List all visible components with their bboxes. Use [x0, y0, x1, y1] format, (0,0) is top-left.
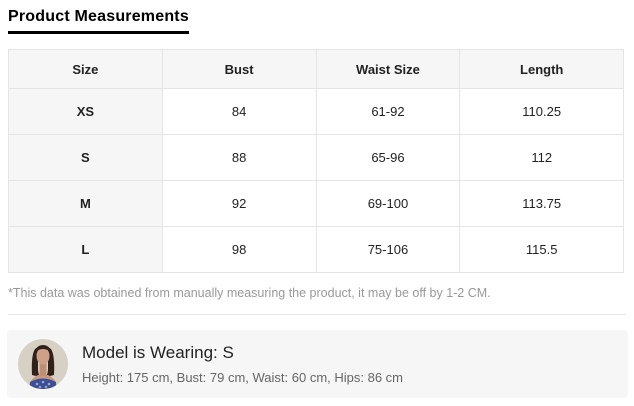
length-value: 113.75 — [459, 180, 624, 227]
waist-value: 65-96 — [315, 134, 461, 181]
waist-value: 75-106 — [315, 226, 461, 273]
model-avatar — [18, 339, 68, 389]
bust-value: 98 — [161, 226, 317, 273]
size-label: S — [8, 134, 163, 181]
waist-value: 69-100 — [315, 180, 461, 227]
model-measurements-detail: Height: 175 cm, Bust: 79 cm, Waist: 60 c… — [82, 370, 404, 385]
table-header: Size Bust Waist Size Length — [8, 49, 624, 89]
table-row: L 98 75-106 115.5 — [8, 226, 624, 273]
bust-value: 92 — [161, 180, 317, 227]
table-row: M 92 69-100 113.75 — [8, 180, 624, 227]
model-info-text: Model is Wearing: S Height: 175 cm, Bust… — [82, 343, 403, 385]
bust-value: 88 — [161, 134, 317, 181]
bust-value: 84 — [161, 88, 317, 135]
model-photo-icon — [18, 339, 68, 389]
size-label: M — [8, 180, 163, 227]
size-measurements-table: Size Bust Waist Size Length XS 84 61-92 … — [8, 49, 624, 273]
column-header-size: Size — [8, 49, 163, 89]
page-title: Product Measurements — [8, 8, 189, 34]
section-divider — [8, 314, 626, 315]
column-header-bust: Bust — [161, 49, 317, 89]
model-wearing-heading: Model is Wearing: S — [82, 343, 234, 362]
measurement-disclaimer: *This data was obtained from manually me… — [8, 286, 491, 300]
model-info-card: Model is Wearing: S Height: 175 cm, Bust… — [7, 330, 628, 398]
size-label: XS — [8, 88, 163, 135]
table-row: S 88 65-96 112 — [8, 134, 624, 181]
table-header-row: Size Bust Waist Size Length — [8, 49, 624, 89]
length-value: 115.5 — [459, 226, 624, 273]
column-header-length: Length — [459, 49, 624, 89]
column-header-waist-size: Waist Size — [315, 49, 461, 89]
waist-value: 61-92 — [315, 88, 461, 135]
size-label: L — [8, 226, 163, 273]
length-value: 110.25 — [459, 88, 624, 135]
table-row: XS 84 61-92 110.25 — [8, 88, 624, 135]
length-value: 112 — [459, 134, 624, 181]
